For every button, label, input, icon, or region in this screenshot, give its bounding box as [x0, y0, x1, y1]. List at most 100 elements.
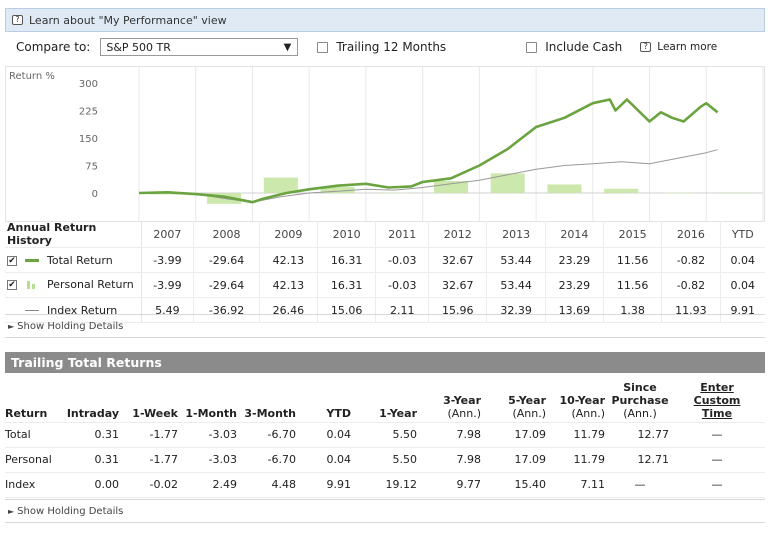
table-cell: 42.13: [258, 272, 318, 298]
total-return-checkbox[interactable]: ✔: [7, 255, 17, 266]
table-cell: 11.56: [602, 247, 662, 273]
table-cell: 26.46: [258, 297, 318, 323]
compare-select[interactable]: S&P 500 TR ▼: [100, 38, 299, 56]
table-cell: 2.49: [184, 472, 243, 498]
compare-select-value: S&P 500 TR: [106, 40, 171, 54]
table-cell: 0.04: [719, 272, 765, 298]
table-cell: —: [611, 472, 675, 498]
y-tick-label: 300: [79, 79, 98, 90]
annual-return-table: Annual Return History 2007 2008 2009 201…: [5, 221, 765, 323]
table-cell: 32.39: [486, 297, 546, 323]
y-tick-label: 75: [85, 162, 98, 173]
table-cell: -6.70: [243, 422, 302, 448]
year-header: 2010: [317, 221, 376, 248]
table-cell: 13.69: [544, 297, 604, 323]
trailing-12-option[interactable]: Trailing 12 Months: [317, 40, 446, 54]
ann-label: (Ann.): [571, 406, 605, 420]
col-1year: 1-Year: [357, 378, 423, 423]
table-cell: 11.93: [661, 297, 721, 323]
table-cell: —: [675, 472, 765, 498]
show-holding-details-annual[interactable]: ► Show Holding Details: [5, 314, 765, 338]
col-3year-label: 3-Year: [443, 393, 481, 407]
personal-return-row-label: ✔ Personal Return: [5, 272, 142, 298]
include-cash-option[interactable]: Include Cash: [526, 40, 622, 54]
ann-label: (Ann.): [512, 406, 546, 420]
include-cash-checkbox[interactable]: [526, 41, 538, 53]
table-cell: 7.11: [552, 472, 611, 498]
show-holding-details-label: Show Holding Details: [17, 505, 124, 517]
table-cell: 16.31: [317, 272, 376, 298]
compare-label: Compare to:: [16, 40, 91, 54]
year-header: 2007: [140, 221, 194, 248]
enter-custom-time-link[interactable]: Enter Custom Time: [675, 378, 765, 423]
gray-line-legend-icon: [24, 310, 39, 311]
annual-header-row: Annual Return History 2007 2008 2009 201…: [5, 221, 765, 248]
table-cell: -0.82: [661, 272, 721, 298]
table-row: Index 0.00 -0.02 2.49 4.48 9.91 19.12 9.…: [5, 472, 765, 498]
table-cell: -0.03: [375, 247, 429, 273]
index-return-row-label: Index Return: [5, 297, 142, 323]
annual-return-bar: [717, 192, 752, 194]
trailing-returns-header: Trailing Total Returns: [5, 352, 765, 373]
learn-about-link[interactable]: Learn about "My Performance" view: [29, 13, 227, 27]
table-cell: —: [675, 447, 765, 473]
table-cell: 23.29: [544, 247, 604, 273]
annual-return-bar: [660, 193, 695, 194]
index-return-label: Index Return: [47, 303, 118, 317]
show-holding-details-label: Show Holding Details: [17, 320, 124, 332]
row-label: Index: [5, 472, 63, 498]
annual-return-bar: [150, 193, 185, 195]
annual-return-bar: [547, 184, 582, 193]
table-cell: 11.56: [602, 272, 662, 298]
col-5year: 5-Year (Ann.): [487, 378, 552, 423]
year-header: 2013: [486, 221, 546, 248]
learn-more-link[interactable]: ? Learn more: [640, 41, 717, 53]
table-row: Total 0.31 -1.77 -3.03 -6.70 0.04 5.50 7…: [5, 422, 765, 448]
trailing-12-checkbox[interactable]: [317, 41, 329, 53]
help-icon: ?: [12, 15, 23, 25]
table-cell: 12.71: [611, 447, 675, 473]
total-return-row-label: ✔ Total Return: [5, 247, 142, 273]
col-return: Return: [5, 378, 63, 423]
personal-return-checkbox[interactable]: ✔: [7, 280, 17, 291]
col-ytd: YTD: [302, 378, 357, 423]
table-cell: 12.77: [611, 422, 675, 448]
table-cell: 0.31: [63, 422, 125, 448]
table-cell: 15.40: [487, 472, 552, 498]
table-cell: 2.11: [375, 297, 429, 323]
table-cell: -36.92: [193, 297, 260, 323]
y-tick-label: 225: [79, 107, 98, 118]
trailing-returns-table: Return Intraday 1-Week 1-Month 3-Month Y…: [5, 378, 765, 498]
learn-about-bar[interactable]: ? Learn about "My Performance" view: [5, 8, 765, 32]
table-cell: 9.91: [719, 297, 765, 323]
table-cell: -0.03: [375, 272, 429, 298]
table-cell: 19.12: [357, 472, 423, 498]
table-cell: 1.38: [602, 297, 662, 323]
table-cell: 7.98: [423, 447, 487, 473]
col-1month: 1-Month: [184, 378, 243, 423]
dropdown-arrow-icon: ▼: [283, 41, 292, 53]
table-cell: 53.44: [486, 247, 546, 273]
table-cell: -0.02: [125, 472, 184, 498]
table-cell: 5.50: [357, 422, 423, 448]
table-cell: 9.77: [423, 472, 487, 498]
table-cell: -6.70: [243, 447, 302, 473]
table-cell: 53.44: [486, 272, 546, 298]
col-since-purchase: Since Purchase (Ann.): [611, 378, 675, 423]
since-label: Since: [623, 380, 657, 394]
table-cell: 4.48: [243, 472, 302, 498]
annual-return-bar: [320, 187, 355, 193]
table-row: Index Return 5.49 -36.92 26.46 15.06 2.1…: [5, 297, 765, 323]
show-holding-details-trailing[interactable]: ► Show Holding Details: [5, 499, 765, 523]
trailing-header-row: Return Intraday 1-Week 1-Month 3-Month Y…: [5, 378, 765, 423]
col-1week: 1-Week: [125, 378, 184, 423]
table-cell: -0.82: [661, 247, 721, 273]
green-line-legend-icon: [24, 259, 39, 262]
table-cell: -29.64: [193, 247, 260, 273]
annual-return-bar: [377, 193, 412, 194]
year-header: 2012: [428, 221, 487, 248]
col-10year-label: 10-Year: [559, 393, 605, 407]
year-header: 2016: [661, 221, 721, 248]
table-cell: 11.79: [552, 447, 611, 473]
personal-return-label: Personal Return: [47, 278, 134, 292]
